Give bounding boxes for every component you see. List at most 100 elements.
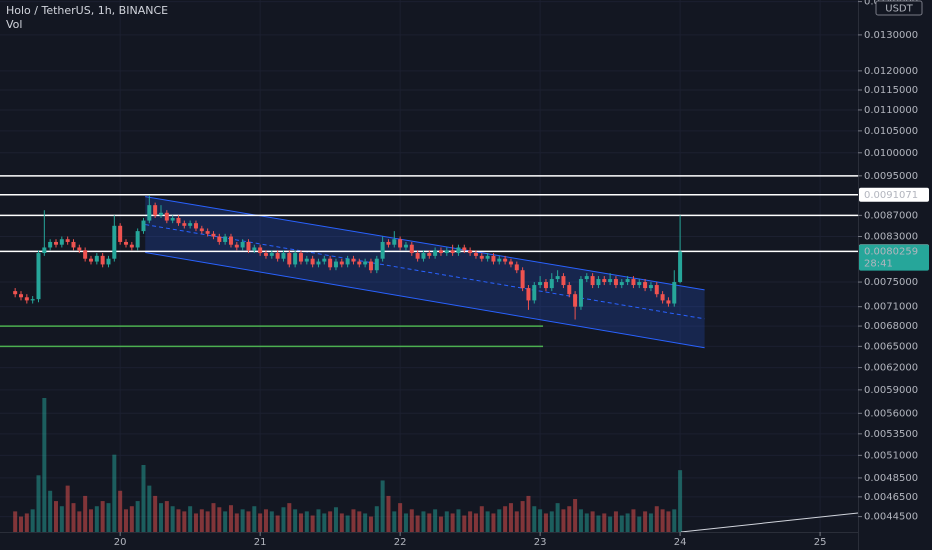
volume-bar: [240, 509, 245, 532]
candle-body: [567, 285, 572, 295]
candle-body: [643, 282, 648, 289]
candle-body: [164, 212, 169, 221]
candle-body: [619, 282, 624, 286]
candle-body: [71, 241, 76, 248]
candle-body: [118, 225, 123, 242]
volume-bar: [188, 506, 193, 532]
candle-body: [141, 220, 146, 232]
candle-body: [42, 247, 47, 254]
volume-bar: [83, 495, 88, 532]
candle-body: [648, 285, 653, 289]
volume-bar: [53, 501, 58, 532]
candle-body: [310, 258, 315, 265]
volume-bar: [555, 503, 560, 532]
channel-mid: [145, 224, 705, 320]
price-label: 0.0091071: [864, 190, 918, 201]
candle-body: [48, 241, 53, 248]
candle-body: [409, 244, 414, 254]
x-tick-label: 24: [674, 537, 687, 548]
candle-body: [485, 255, 490, 259]
candle-body: [526, 288, 531, 301]
candle-body: [328, 258, 333, 268]
candle-body: [368, 261, 373, 271]
y-tick-label: 0.0065000: [864, 341, 918, 352]
y-tick-label: 0.0100000: [864, 148, 918, 159]
volume-bar: [578, 509, 583, 532]
candle-body: [53, 241, 58, 245]
volume-bar: [590, 511, 595, 532]
volume-bar: [281, 507, 286, 532]
candle-body: [386, 241, 391, 245]
candle-body: [660, 294, 665, 301]
y-tick-label: 0.0110000: [864, 105, 918, 116]
volume-bar: [316, 509, 321, 532]
candle-body: [444, 250, 449, 254]
volume-bar: [36, 475, 41, 532]
candle-body: [293, 253, 298, 265]
volume-bar: [13, 511, 18, 532]
candle-body: [538, 282, 543, 286]
volume-bar: [234, 513, 239, 532]
candle-body: [13, 291, 18, 295]
y-tick-label: 0.0062000: [864, 363, 918, 374]
volume-bar: [648, 513, 653, 532]
candle-body: [135, 231, 140, 248]
candle-body: [543, 282, 548, 289]
volume-pane: [13, 398, 683, 532]
y-tick-label: 0.0071000: [864, 302, 918, 313]
channel-lower: [145, 251, 705, 349]
candle-body: [351, 258, 356, 262]
currency-box[interactable]: [875, 0, 923, 16]
volume-bar: [427, 513, 432, 532]
time-axis: 20 21 22 23 24 25: [114, 532, 826, 548]
volume-bar: [526, 495, 531, 532]
volume-bar: [503, 506, 508, 532]
volume-bar: [269, 511, 274, 532]
volume-bar: [65, 485, 70, 532]
volume-bar: [147, 485, 152, 532]
volume-bar: [573, 499, 578, 532]
volume-bar: [287, 503, 292, 532]
currency[interactable]: USDT: [885, 4, 913, 15]
candle-body: [205, 231, 210, 234]
volume-bar: [339, 513, 344, 532]
volume-bar: [433, 509, 438, 532]
candle-body: [234, 244, 239, 248]
candle-body: [258, 247, 263, 254]
volume-bar: [170, 506, 175, 532]
candle-body: [170, 217, 175, 221]
price-label: 0.0080259: [864, 247, 918, 258]
candle-body: [18, 294, 23, 298]
candle-body: [363, 261, 368, 265]
volume-bar: [596, 515, 601, 532]
volume-bar: [106, 503, 111, 532]
candle-body: [36, 253, 41, 300]
volume-bar: [211, 503, 216, 532]
volume-bar: [164, 501, 169, 532]
volume-bar: [549, 511, 554, 532]
volume-bar: [141, 465, 146, 532]
volume-bar: [538, 509, 543, 532]
candle-body: [578, 279, 583, 307]
candle-body: [666, 300, 671, 304]
volume-bar: [263, 509, 268, 532]
volume-bar: [456, 509, 461, 532]
candle-body: [263, 253, 268, 256]
volume-bar: [491, 513, 496, 532]
candle-body: [427, 253, 432, 256]
candle-body: [211, 233, 216, 237]
volume-bar: [625, 513, 630, 532]
volume-bar: [252, 506, 257, 532]
price-axis: 0.01400000.01300000.01200000.01150000.01…: [858, 0, 929, 523]
volume-bar: [468, 511, 473, 532]
volume-bar: [602, 513, 607, 532]
volume-bar: [479, 506, 484, 532]
candle-body: [479, 255, 484, 259]
candle-body: [65, 239, 70, 242]
volume-bar: [398, 503, 403, 532]
candle-body: [450, 250, 455, 254]
candle-body: [608, 279, 613, 283]
volume-bar: [473, 513, 478, 532]
